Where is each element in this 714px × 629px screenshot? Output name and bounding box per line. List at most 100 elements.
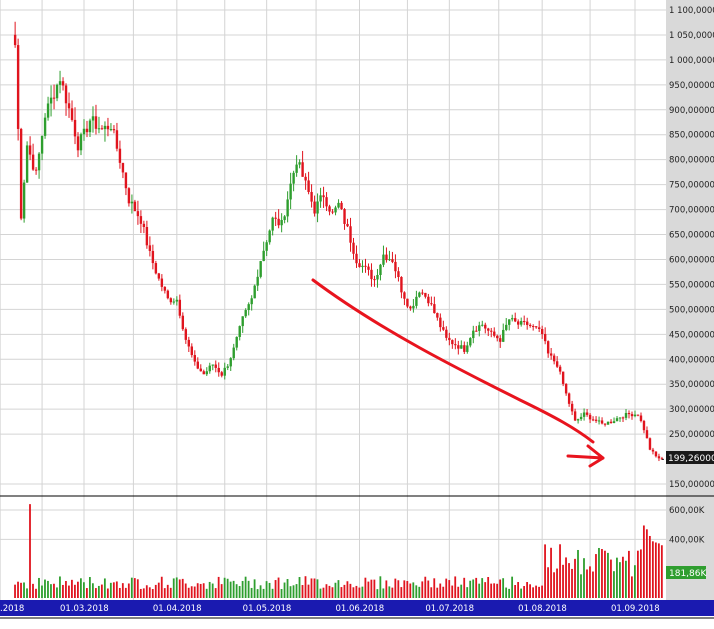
volume-bar	[310, 578, 313, 598]
candle-body	[400, 276, 403, 293]
volume-bar	[196, 583, 199, 598]
candle-body	[193, 355, 196, 362]
volume-bar	[121, 583, 124, 598]
candle-body	[534, 326, 538, 328]
volume-bar	[85, 588, 88, 598]
volume-bar	[193, 586, 196, 598]
volume-bar	[313, 578, 316, 598]
candle-body	[217, 367, 220, 373]
volume-bar	[268, 582, 271, 598]
candle-body	[106, 125, 110, 130]
volume-bar	[32, 583, 34, 598]
candle-body	[648, 438, 652, 450]
volume-bar	[322, 587, 325, 598]
volume-bar	[460, 584, 463, 598]
volume-bar	[205, 588, 208, 598]
volume-bar	[304, 576, 307, 598]
candle-body	[340, 202, 343, 210]
candle-body	[511, 318, 514, 320]
volume-bar	[475, 577, 478, 598]
volume-bar	[520, 588, 523, 598]
candle-body	[40, 135, 44, 154]
price-tick-label: 550,000000	[669, 280, 714, 290]
price-tick-label: 500,000000	[669, 305, 714, 315]
volume-bar	[562, 564, 564, 598]
volume-bar	[616, 557, 618, 598]
volume-bar	[157, 582, 160, 598]
candle-body	[660, 458, 664, 460]
volume-bar	[634, 565, 636, 598]
volume-bar	[370, 579, 373, 598]
candle-body	[58, 81, 62, 85]
volume-bar	[535, 585, 537, 598]
candle-body	[654, 451, 658, 457]
volume-bar	[271, 588, 274, 598]
candle-body	[406, 298, 409, 307]
volume-bar	[235, 584, 238, 598]
candle-body	[520, 321, 523, 325]
volume-bar	[568, 563, 570, 598]
candle-body	[46, 103, 50, 118]
candle-body	[322, 195, 325, 198]
volume-bar	[379, 576, 382, 598]
candle-body	[624, 412, 628, 418]
volume-bar	[53, 583, 55, 598]
candle-body	[121, 162, 125, 173]
candle-body	[292, 172, 295, 184]
volume-bar	[241, 580, 244, 598]
volume-bar	[184, 583, 187, 598]
volume-bar	[301, 585, 304, 598]
price-tick-label: 700,000000	[669, 206, 714, 216]
candle-body	[109, 129, 113, 131]
candle-body	[496, 335, 499, 339]
candle-body	[493, 331, 496, 336]
date-tick-label: 01.09.2018	[611, 604, 660, 614]
candle-body	[439, 317, 442, 328]
candle-body	[579, 416, 583, 420]
candle-body	[466, 345, 469, 352]
volume-bar	[436, 587, 439, 598]
volume-bar	[625, 560, 627, 598]
volume-bar	[427, 580, 430, 598]
volume-bar	[352, 587, 355, 598]
candle-body	[154, 263, 158, 274]
candle-body	[585, 412, 589, 415]
volume-bar	[346, 581, 349, 598]
candle-body	[16, 45, 20, 129]
candle-body	[175, 299, 179, 302]
candle-body	[373, 279, 376, 281]
date-tick-label: 01.07.2018	[425, 604, 474, 614]
volume-bar	[505, 587, 508, 598]
candle-body	[570, 403, 574, 412]
volume-bar	[391, 587, 394, 598]
candle-body	[552, 355, 556, 362]
volume-bar	[124, 587, 127, 598]
candle-body	[316, 201, 319, 214]
volume-bar	[106, 588, 109, 598]
volume-bar	[97, 585, 100, 598]
candle-body	[307, 180, 310, 192]
trend-arrow-head	[566, 444, 605, 468]
volume-bar	[307, 584, 310, 598]
price-tick-label: 850,000000	[669, 131, 714, 141]
price-tick-label: 400,000000	[669, 355, 714, 365]
volume-bar	[595, 554, 597, 598]
volume-bar	[639, 549, 642, 598]
volume-bar	[604, 550, 606, 598]
candle-body	[475, 330, 478, 332]
candle-body	[55, 84, 59, 99]
candle-body	[558, 366, 562, 372]
last-price-badge-bg	[666, 451, 714, 464]
volume-bar	[442, 586, 445, 598]
volume-bar	[496, 583, 499, 598]
candle-body	[346, 223, 349, 227]
candle-body	[256, 276, 259, 286]
candle-body	[13, 34, 17, 46]
volume-bar	[274, 580, 277, 598]
volume-bar	[424, 576, 427, 598]
volume-bar	[529, 584, 531, 598]
candle-body	[591, 419, 595, 421]
candle-body	[391, 259, 394, 262]
